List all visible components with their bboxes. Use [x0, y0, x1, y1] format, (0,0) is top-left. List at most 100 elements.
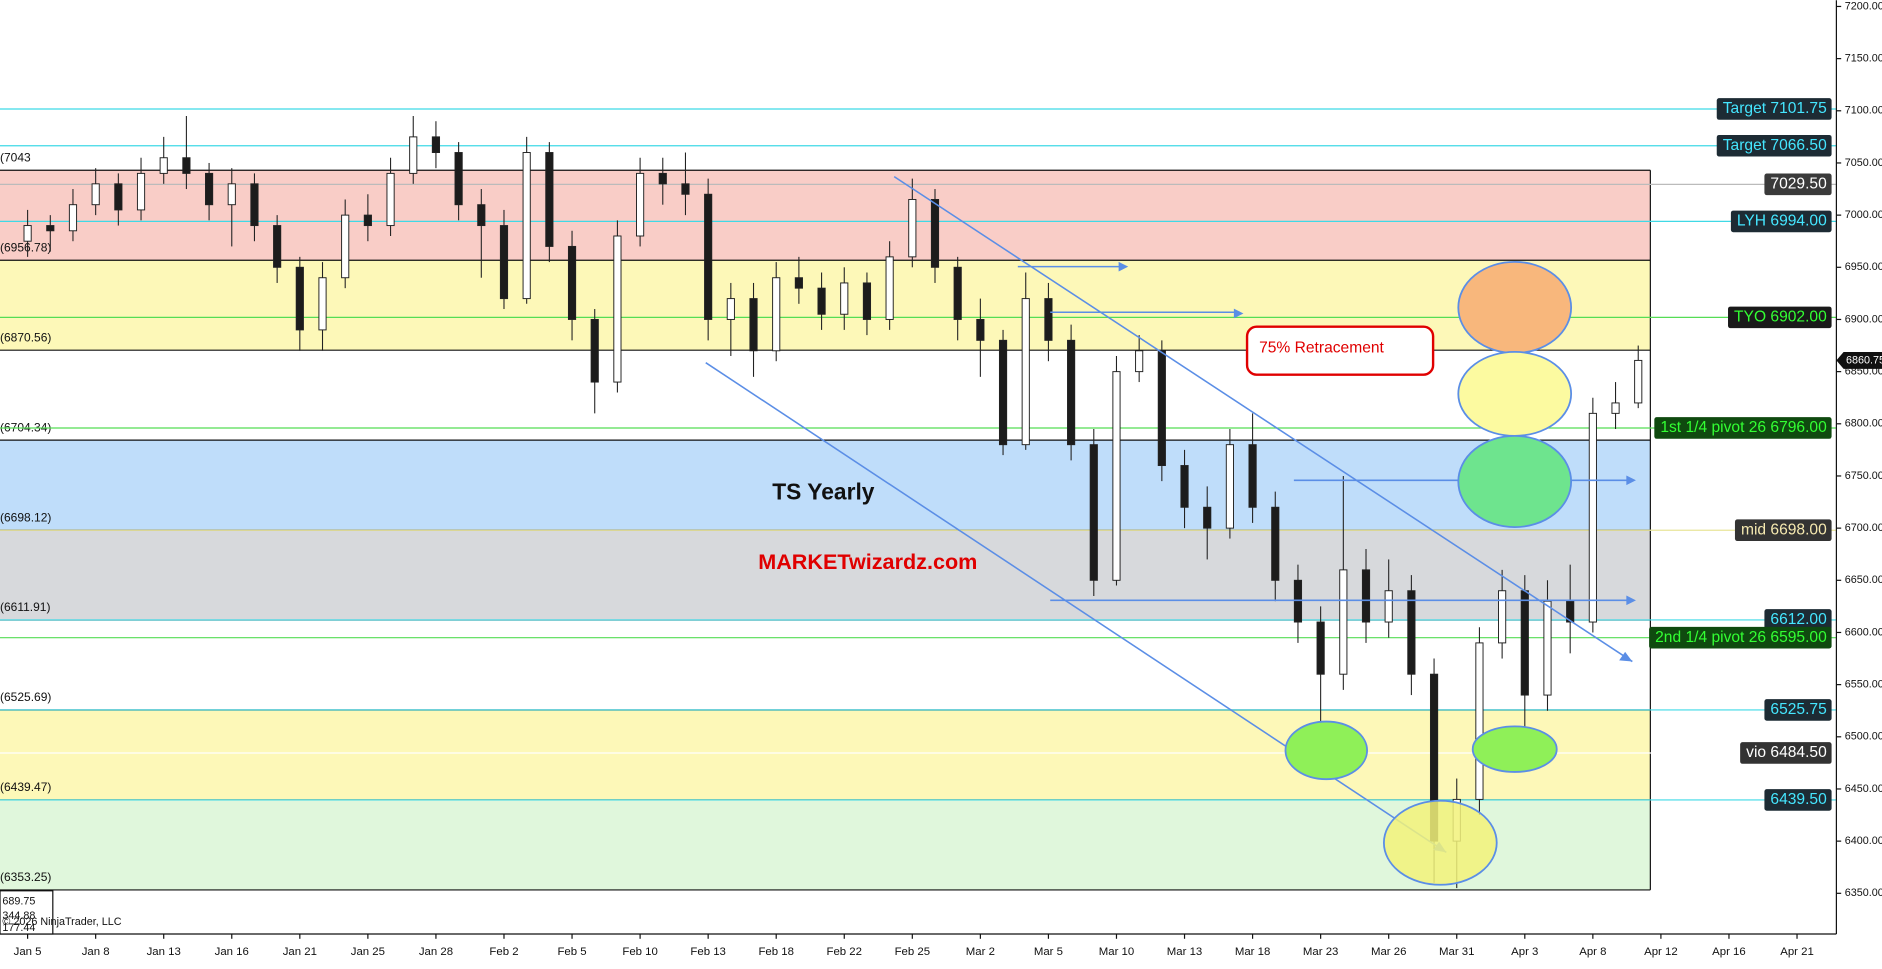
candle-body: [499, 225, 509, 300]
x-tick-label: Mar 23: [1303, 946, 1338, 958]
candle-body: [1248, 444, 1257, 508]
zone-label: (6704.34): [0, 420, 51, 434]
y-tick-label: 6750.00: [1845, 470, 1882, 482]
candle-body: [1044, 298, 1053, 341]
x-tick-label: Mar 18: [1235, 946, 1270, 958]
ellipse: [1457, 260, 1573, 354]
candle-body: [182, 157, 191, 174]
candle-layer: [23, 116, 1643, 889]
price-label: 2nd 1/4 pivot 26 6595.00: [1655, 629, 1827, 646]
x-tick-label: Jan 13: [147, 946, 181, 958]
price-line-layer: Target 7101.75 Target 7066.50 7029.50 LYH 6…: [0, 98, 1837, 811]
price-label: LYH 6994.00: [1737, 213, 1827, 230]
candle-body: [1520, 590, 1529, 696]
candle-body: [681, 183, 690, 195]
candle-body: [1543, 600, 1552, 696]
x-tick-label: Apr 12: [1644, 946, 1678, 958]
x-tick-label: Feb 18: [758, 946, 793, 958]
x-tick-label: Jan 28: [419, 946, 453, 958]
candle-body: [91, 183, 100, 206]
candle-body: [1203, 506, 1212, 529]
x-tick-label: Jan 21: [283, 946, 317, 958]
arrow-head: [1233, 308, 1244, 319]
candle-body: [885, 256, 894, 320]
x-tick-label: Mar 10: [1099, 946, 1134, 958]
candle-body: [1498, 590, 1507, 644]
y-tick-label: 6950.00: [1845, 261, 1882, 273]
candle-body: [295, 266, 304, 331]
y-tick-label: 6350.00: [1845, 887, 1882, 899]
price-label-box: [1716, 134, 1832, 157]
candle-body: [953, 266, 962, 320]
price-label: 6612.00: [1770, 611, 1827, 628]
last-price-box: [1836, 352, 1882, 369]
price-label: vio 6484.50: [1746, 744, 1827, 761]
price-label-box: [1740, 742, 1832, 764]
copyright: © 2026 NinjaTrader, LLC: [2, 916, 121, 928]
x-tick-label: Feb 2: [489, 946, 518, 958]
y-tick-label: 6550.00: [1845, 678, 1882, 690]
y-tick-label: 7050.00: [1845, 157, 1882, 169]
price-label-box: [1764, 789, 1832, 811]
price-label: 6439.50: [1770, 791, 1827, 808]
y-tick-label: 6650.00: [1845, 574, 1882, 586]
candle-body: [567, 245, 577, 320]
candle-body: [976, 318, 985, 341]
drawing-layer: 75% Retracement TS Yearly MARKETwizardz.…: [705, 175, 1636, 886]
info-text: 689.75: [2, 895, 35, 907]
zone-label: (6956.78): [0, 240, 51, 254]
zone-label: (6439.47): [0, 780, 51, 794]
zone: [0, 530, 1651, 621]
trend-line: [893, 175, 1633, 663]
candle-body: [454, 152, 463, 206]
candle-body: [68, 204, 78, 232]
x-tick-label: Mar 5: [1034, 946, 1063, 958]
candle-body: [998, 339, 1008, 446]
candle-body: [1566, 600, 1575, 623]
ellipse: [1284, 720, 1368, 781]
x-tick-label: Mar 26: [1371, 946, 1406, 958]
zone-label: (6698.12): [0, 510, 51, 524]
candle-body: [545, 152, 554, 247]
y-tick-label: 6600.00: [1845, 626, 1882, 638]
candle-body: [636, 172, 645, 237]
candle-body: [1112, 371, 1121, 581]
candle-body: [794, 277, 803, 289]
x-tick-label: Mar 2: [966, 946, 995, 958]
candle-body: [1316, 621, 1325, 675]
candle-body: [1271, 506, 1280, 581]
ellipse: [1382, 799, 1498, 886]
x-tick-label: Jan 8: [82, 946, 110, 958]
x-tick-label: Mar 31: [1439, 946, 1474, 958]
price-label-box: [1649, 626, 1832, 649]
candle-body: [1135, 350, 1144, 373]
price-label-box: [1764, 173, 1832, 196]
price-label-box: [1734, 519, 1832, 542]
y-tick-label: 6500.00: [1845, 731, 1882, 743]
zone: [0, 799, 1651, 890]
candle-body: [1361, 569, 1371, 623]
y-tick-label: 6400.00: [1845, 835, 1882, 847]
x-tick-label: Apr 8: [1579, 946, 1606, 958]
candle-body: [1089, 444, 1098, 581]
retracement-label: 75% Retracement: [1259, 339, 1384, 356]
zone-label: (6870.56): [0, 330, 51, 344]
candle-body: [1339, 569, 1348, 675]
x-tick-label: Apr 3: [1511, 946, 1538, 958]
price-label: Target 7101.75: [1723, 100, 1827, 117]
candle-body: [772, 277, 781, 352]
candle-body: [205, 172, 214, 206]
zone-label: (6525.69): [0, 690, 51, 704]
candle-body: [1384, 590, 1393, 623]
candle-body: [908, 198, 917, 258]
candle-body: [318, 277, 327, 331]
candle-body: [930, 198, 940, 268]
candle-body: [1407, 590, 1416, 675]
candle-body: [363, 214, 372, 227]
arrow-head: [1626, 475, 1636, 486]
candle-body: [1611, 402, 1620, 414]
candle-body: [273, 225, 282, 268]
y-tick-label: 6700.00: [1845, 522, 1882, 534]
zone-label: (7043: [0, 150, 31, 164]
